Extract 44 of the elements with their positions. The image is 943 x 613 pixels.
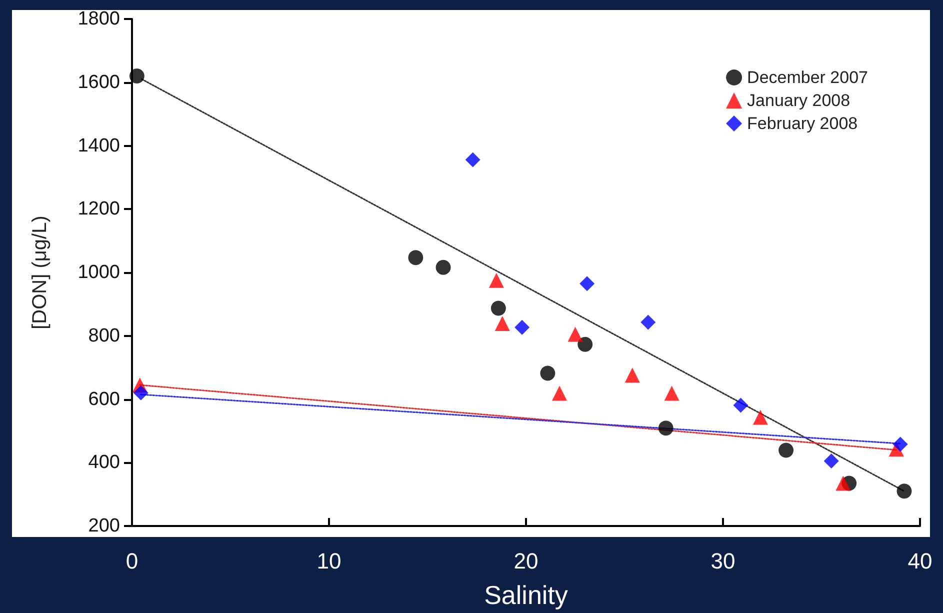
point xyxy=(540,366,556,381)
point xyxy=(892,436,908,452)
point xyxy=(624,368,640,383)
point xyxy=(733,398,748,413)
y-tick-label: 1200 xyxy=(78,198,120,220)
y-tick-label: 1600 xyxy=(78,72,120,93)
point xyxy=(752,410,768,425)
point xyxy=(640,314,656,330)
y-tick-label: 1800 xyxy=(78,8,120,30)
y-tick-label: 1400 xyxy=(78,135,120,156)
point xyxy=(552,386,567,401)
x-tick-label: 40 xyxy=(908,548,932,574)
point xyxy=(129,68,144,84)
point xyxy=(836,476,851,491)
x-axis-title: Salinity xyxy=(484,580,568,610)
point xyxy=(896,484,912,499)
point xyxy=(465,152,480,168)
point xyxy=(436,260,451,275)
point xyxy=(490,300,506,316)
point xyxy=(514,320,530,335)
x-tick-label: 10 xyxy=(316,548,342,574)
point xyxy=(664,386,680,401)
point xyxy=(658,420,674,436)
y-tick-label: 200 xyxy=(88,516,120,536)
legend-label: December 2007 xyxy=(747,68,868,87)
legend-label: February 2008 xyxy=(747,114,858,133)
y-tick-label: 400 xyxy=(88,452,120,474)
point xyxy=(824,454,839,469)
point xyxy=(578,336,593,352)
x-tick-label: 0 xyxy=(126,548,138,574)
x-tick-label: 30 xyxy=(710,548,736,574)
point xyxy=(778,442,794,458)
point xyxy=(133,385,148,400)
point xyxy=(568,326,583,342)
legend-label: January 2008 xyxy=(747,91,850,110)
point xyxy=(494,316,510,332)
point xyxy=(488,272,504,288)
x-tick-label: 20 xyxy=(514,548,538,574)
y-tick-label: 600 xyxy=(88,388,120,410)
point xyxy=(408,250,424,266)
y-tick-label: 800 xyxy=(88,325,120,346)
point xyxy=(580,276,595,292)
y-axis-title: [DON] (μg/L) xyxy=(29,216,51,330)
y-tick-label: 1000 xyxy=(78,262,120,283)
